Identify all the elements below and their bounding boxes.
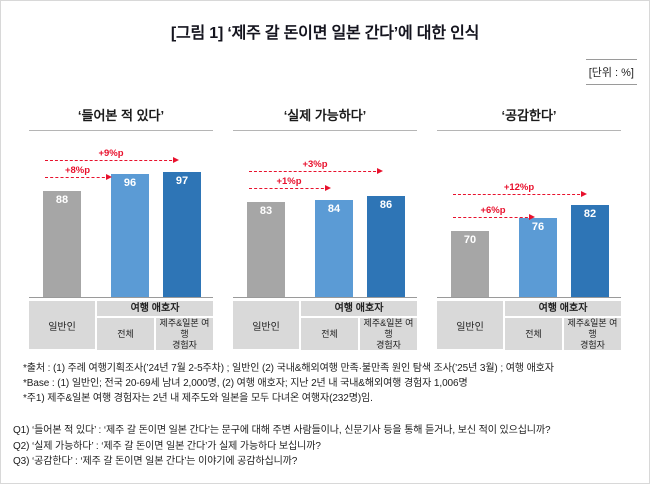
- x-label-subcells: 전체 제주&일본 여행 경험자: [505, 318, 621, 351]
- chart-group-title: ‘들어본 적 있다’: [29, 105, 213, 131]
- chart-group-title: ‘실제 가능하다’: [233, 105, 417, 131]
- delta-label: +8%p: [64, 165, 91, 176]
- questions: Q1) ‘들어본 적 있다’ : ‘제주 갈 돈이면 일본 간다’는 문구에 대…: [13, 423, 637, 470]
- x-label-group-header: 여행 애호자: [505, 301, 621, 316]
- bar-enthusiast-total: 84: [315, 200, 353, 297]
- delta-label: +9%p: [98, 148, 124, 159]
- unit-label: [단위 : %]: [585, 59, 637, 85]
- footnote-source: *출처 : (1) 주례 여행기획조사(’24년 7월 2-5주차) ; 일반인…: [23, 363, 554, 374]
- question-q2: Q2) ‘실제 가능하다’ : ‘제주 갈 돈이면 일본 간다’가 실제 가능하…: [13, 440, 321, 452]
- question-q3: Q3) ‘공감한다’ : ‘제주 갈 돈이면 일본 간다’는 이야기에 공감하십…: [13, 456, 298, 467]
- footnotes: *출처 : (1) 주례 여행기획조사(’24년 7월 2-5주차) ; 일반인…: [23, 361, 635, 406]
- bar-general-public: 83: [247, 202, 285, 297]
- footnote-note1: *주1) 제주&일본 여행 경험자는 2년 내 제주도와 일본을 모두 다녀온 …: [23, 393, 373, 404]
- charts-row: ‘들어본 적 있다’ 88 96 97 +8%p +9%p 일반인 여행 애호자 전체 제주&일본…: [23, 105, 627, 351]
- unit-row: [단위 : %]: [585, 59, 637, 85]
- arrowhead-icon: [173, 157, 179, 163]
- question-q1: Q1) ‘들어본 적 있다’ : ‘제주 갈 돈이면 일본 간다’는 문구에 대…: [13, 425, 551, 436]
- arrowhead-icon: [106, 174, 112, 180]
- bar-general-public: 70: [451, 231, 489, 297]
- figure-title: [그림 1] ‘제주 갈 돈이면 일본 간다’에 대한 인식: [170, 25, 480, 42]
- delta-arrow: +9%p: [45, 148, 179, 163]
- x-label-subcells: 전체 제주&일본 여행 경험자: [301, 318, 417, 351]
- bar-value-label: 76: [531, 221, 545, 233]
- delta-arrow: +1%p: [249, 176, 331, 191]
- arrowhead-icon: [325, 185, 331, 191]
- delta-label: +12%p: [503, 182, 535, 193]
- x-label-general-public: 일반인: [233, 301, 299, 349]
- bar-enthusiast-total: 76: [519, 218, 557, 297]
- bar-value-label: 70: [463, 234, 477, 246]
- x-label-total: 전체: [97, 318, 154, 351]
- chart-group-title: ‘공감한다’: [437, 105, 621, 131]
- x-label-jeju-japan-experienced: 제주&일본 여행 경험자: [564, 318, 621, 351]
- footnote-base: *Base : (1) 일반인; 전국 20-69세 남녀 2,000명, (2…: [23, 378, 468, 389]
- bar-value-label: 84: [327, 203, 341, 215]
- delta-arrow: +12%p: [453, 182, 587, 197]
- bar-value-label: 96: [123, 177, 137, 189]
- plot-area: 70 76 82 +6%p +12%p: [437, 131, 621, 298]
- bar-value-label: 86: [379, 199, 393, 211]
- arrowhead-icon: [581, 191, 587, 197]
- delta-label: +1%p: [276, 176, 302, 187]
- bar-value-label: 97: [175, 175, 189, 187]
- x-label-group-header: 여행 애호자: [97, 301, 213, 316]
- delta-arrow: +6%p: [453, 205, 535, 220]
- bar-jeju-japan-experienced: 82: [571, 205, 609, 297]
- plot-area: 88 96 97 +8%p +9%p: [29, 131, 213, 298]
- delta-label: +3%p: [302, 159, 328, 170]
- delta-arrow: +3%p: [249, 159, 383, 174]
- x-label-group-header: 여행 애호자: [301, 301, 417, 316]
- bar-value-label: 82: [583, 208, 597, 220]
- bar-enthusiast-total: 96: [111, 174, 149, 297]
- x-label-jeju-japan-experienced: 제주&일본 여행 경험자: [156, 318, 213, 351]
- bar-jeju-japan-experienced: 86: [367, 196, 405, 297]
- plot-area: 83 84 86 +1%p +3%p: [233, 131, 417, 298]
- delta-arrow: +8%p: [45, 165, 112, 180]
- bar-value-label: 83: [259, 205, 273, 217]
- bar-general-public: 88: [43, 191, 81, 297]
- x-label-general-public: 일반인: [437, 301, 503, 349]
- delta-label: +6%p: [480, 205, 506, 216]
- x-label-total: 전체: [505, 318, 562, 351]
- x-label-general-public: 일반인: [29, 301, 95, 349]
- bar-jeju-japan-experienced: 97: [163, 172, 201, 297]
- x-label-jeju-japan-experienced: 제주&일본 여행 경험자: [360, 318, 417, 351]
- x-label-subcells: 전체 제주&일본 여행 경험자: [97, 318, 213, 351]
- arrowhead-icon: [377, 168, 383, 174]
- x-label-total: 전체: [301, 318, 358, 351]
- bar-value-label: 88: [55, 194, 69, 206]
- arrowhead-icon: [529, 214, 535, 220]
